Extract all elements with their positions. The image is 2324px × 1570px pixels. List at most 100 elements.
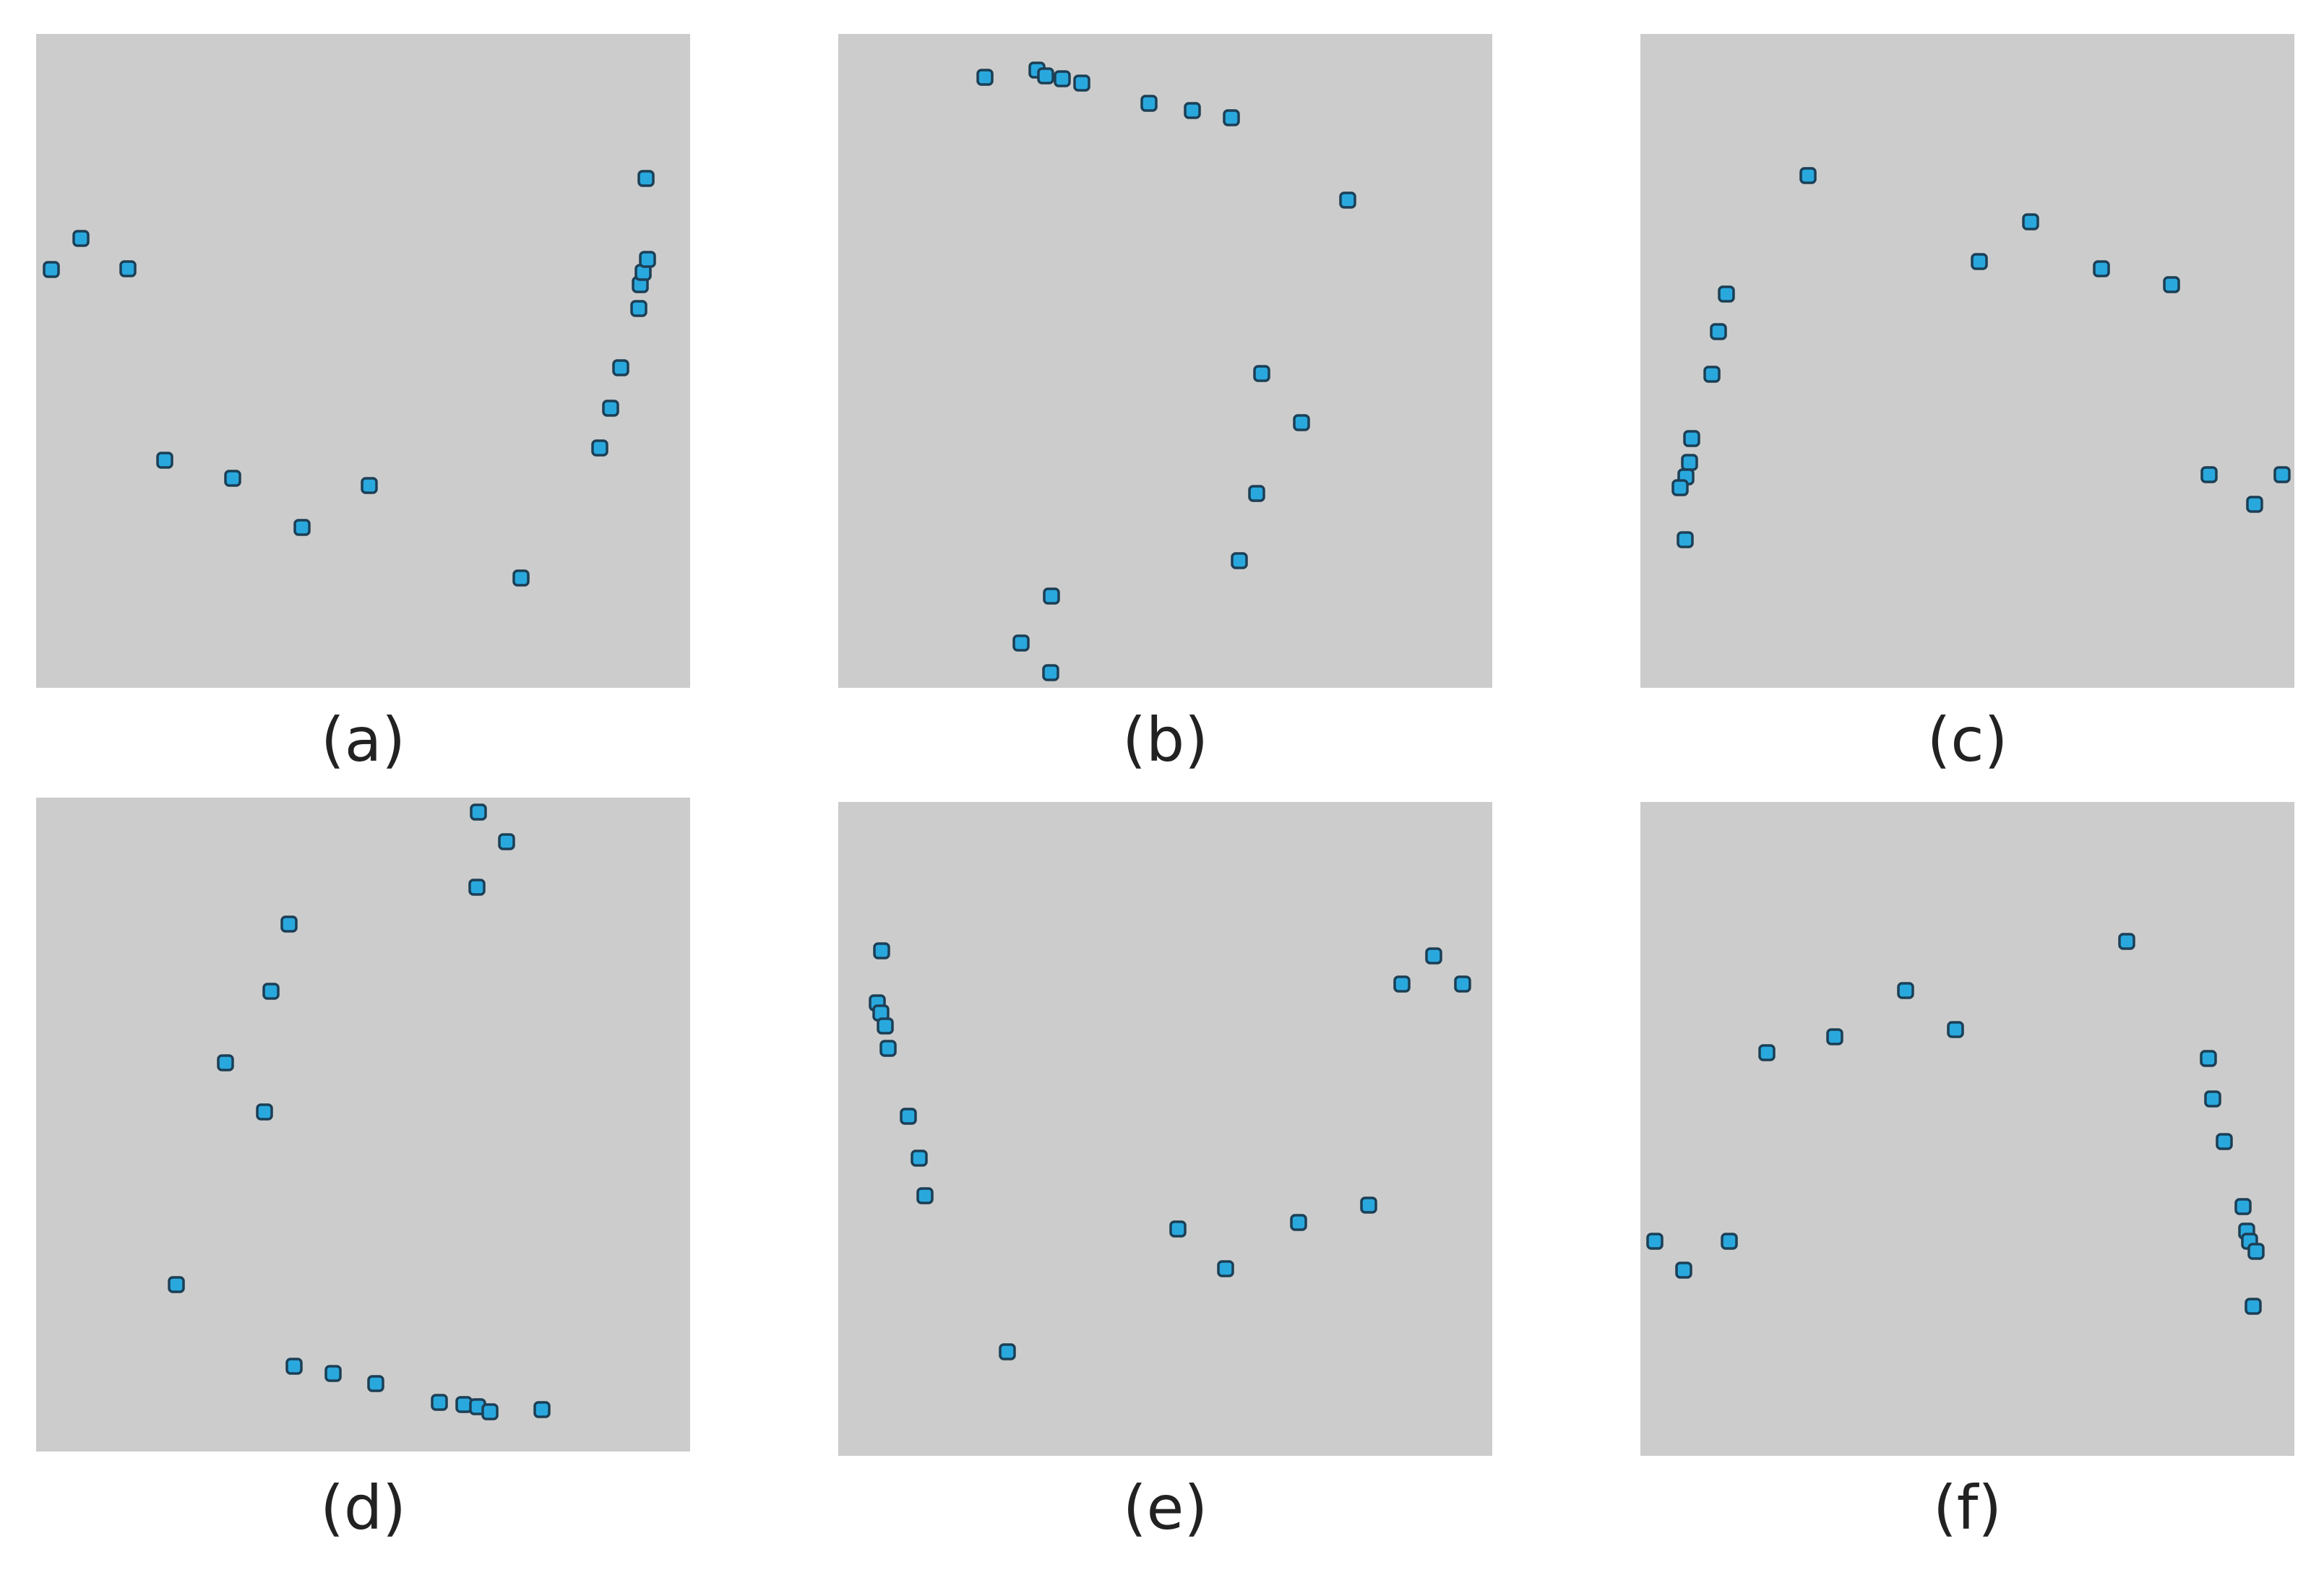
point-marker (43, 261, 60, 278)
point-marker (324, 1365, 342, 1382)
caption-e: (e) (1122, 1472, 1208, 1543)
point-marker (262, 983, 280, 1000)
point-marker (512, 569, 530, 587)
point-marker (1671, 479, 1689, 496)
point-marker (1971, 253, 1988, 270)
point-marker (1231, 552, 1248, 569)
point-marker (285, 1358, 303, 1375)
point-marker (156, 452, 173, 469)
point-marker (1826, 1028, 1843, 1045)
point-marker (1758, 1044, 1776, 1061)
point-marker (612, 359, 629, 376)
panel-background (838, 802, 1492, 1456)
point-marker (1677, 531, 1694, 548)
point-marker (2246, 496, 2263, 513)
point-marker (911, 1150, 928, 1167)
point-marker (361, 477, 378, 494)
point-marker (498, 833, 515, 850)
point-marker (1293, 414, 1310, 431)
point-marker (168, 1276, 185, 1293)
panel-f-plot (1640, 802, 2294, 1456)
point-marker (1799, 167, 1817, 184)
caption-c: (c) (1927, 704, 2008, 775)
panel-f (1640, 802, 2294, 1456)
point-marker (72, 230, 90, 247)
point-marker (630, 300, 647, 317)
point-marker (1703, 366, 1721, 383)
point-marker (1360, 1196, 1377, 1214)
panel-b (838, 34, 1492, 688)
point-marker (2163, 276, 2180, 293)
caption-d: (d) (320, 1472, 406, 1543)
point-marker (1012, 634, 1030, 652)
panel-e (838, 802, 1492, 1456)
point-marker (1425, 947, 1442, 965)
point-marker (602, 400, 619, 417)
point-marker (1248, 485, 1265, 502)
point-marker (1043, 587, 1060, 605)
point-marker (1947, 1021, 1964, 1038)
point-marker (1683, 430, 1700, 447)
point-marker (2204, 1090, 2221, 1108)
point-marker (224, 470, 241, 487)
panel-b-plot (838, 34, 1492, 688)
point-marker (1140, 95, 1158, 112)
point-marker (1223, 109, 1240, 126)
caption-a: (a) (320, 704, 406, 775)
point-marker (256, 1103, 273, 1121)
panel-background (36, 34, 690, 688)
point-marker (217, 1054, 234, 1071)
point-marker (2245, 1298, 2262, 1315)
panel-background (838, 34, 1492, 688)
point-marker (916, 1187, 934, 1204)
panel-a (36, 34, 690, 688)
point-marker (1037, 67, 1054, 85)
point-marker (2093, 260, 2110, 277)
point-marker (2200, 1050, 2217, 1067)
panel-c (1640, 34, 2294, 688)
point-marker (481, 1403, 499, 1420)
point-marker (1054, 70, 1071, 87)
point-marker (900, 1108, 917, 1125)
point-marker (1718, 285, 1735, 303)
panel-background (36, 798, 690, 1452)
point-marker (367, 1375, 384, 1392)
point-marker (1675, 1261, 1692, 1279)
point-marker (1681, 454, 1698, 471)
point-marker (2273, 466, 2291, 483)
point-marker (2200, 466, 2218, 483)
caption-f: (f) (1932, 1472, 2002, 1543)
point-marker (431, 1394, 448, 1411)
point-marker (1253, 365, 1270, 382)
point-marker (2022, 213, 2039, 230)
point-marker (1897, 982, 1914, 999)
point-marker (2247, 1243, 2265, 1260)
point-marker (1073, 74, 1090, 92)
point-marker (976, 69, 994, 86)
point-marker (1290, 1214, 1307, 1231)
panel-d-plot (36, 798, 690, 1452)
point-marker (2118, 933, 2135, 950)
point-marker (533, 1401, 551, 1418)
panel-background (1640, 34, 2294, 688)
point-marker (637, 170, 655, 187)
point-marker (999, 1343, 1016, 1360)
point-marker (1721, 1233, 1738, 1250)
panel-c-plot (1640, 34, 2294, 688)
point-marker (877, 1017, 894, 1035)
point-marker (591, 439, 608, 457)
point-marker (1710, 323, 1727, 340)
point-marker (1217, 1260, 1234, 1277)
point-marker (1339, 191, 1356, 209)
point-marker (639, 251, 656, 268)
point-marker (119, 260, 137, 277)
panel-background (1640, 802, 2294, 1456)
caption-b: (b) (1122, 704, 1208, 775)
panel-d (36, 798, 690, 1452)
point-marker (1454, 975, 1471, 993)
point-marker (293, 519, 311, 536)
point-marker (1393, 975, 1411, 993)
point-marker (2234, 1198, 2252, 1215)
point-marker (1169, 1220, 1187, 1238)
point-marker (1646, 1233, 1664, 1250)
